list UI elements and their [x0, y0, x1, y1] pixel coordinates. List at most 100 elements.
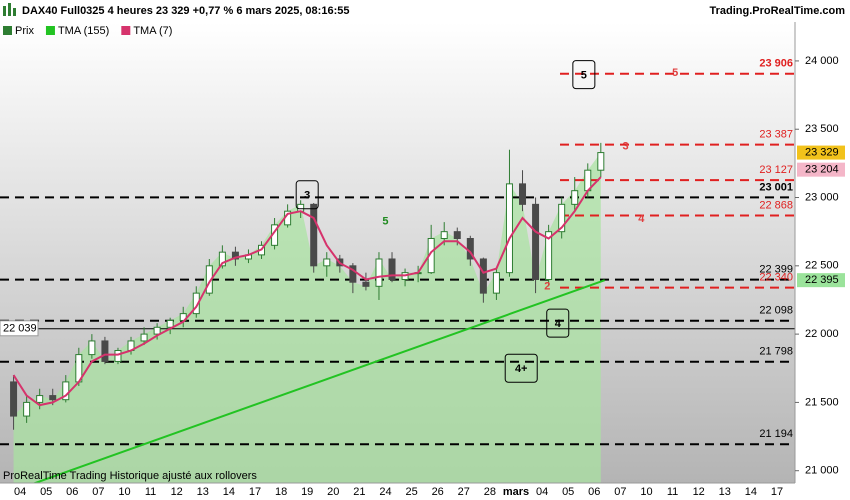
annotation-box	[504, 353, 538, 383]
legend-label: TMA (155)	[58, 25, 109, 37]
level-label: 21 194	[759, 428, 793, 440]
level-label: 23 127	[759, 164, 793, 176]
y-tick-label: 24 000	[805, 55, 839, 67]
annotation: 5	[382, 216, 388, 228]
candle-body	[153, 326, 161, 335]
annotation: 5	[581, 69, 587, 81]
x-tick-label: 06	[588, 486, 600, 498]
y-tick-label: 21 000	[805, 465, 839, 477]
x-tick-label: 14	[223, 486, 235, 498]
candle-body	[532, 203, 540, 280]
x-tick-label: 25	[405, 486, 417, 498]
candle-body	[362, 281, 370, 287]
candle-body	[545, 231, 553, 280]
annotation-box	[546, 308, 570, 338]
candle-body	[597, 152, 605, 171]
price-tag	[797, 162, 845, 177]
annotation: 3	[623, 141, 629, 153]
candle-body	[297, 203, 305, 212]
annotation: 4+	[515, 363, 528, 375]
price-tag-label: 23 204	[805, 164, 839, 176]
annotation: 5	[672, 67, 678, 79]
x-tick-label: 17	[771, 486, 783, 498]
level-label: 22 039	[3, 323, 37, 335]
level-label: 21 798	[759, 346, 793, 358]
level-label: 22 098	[759, 305, 793, 317]
x-tick-label: 28	[484, 486, 496, 498]
candle-body	[558, 203, 566, 233]
x-tick-label: 05	[562, 486, 574, 498]
x-tick-label: 06	[66, 486, 78, 498]
annotation-box	[295, 180, 319, 210]
y-axis-band	[795, 22, 850, 483]
y-tick-label: 22 000	[805, 328, 839, 340]
chart-title: DAX40 Full0325 4 heures 23 329 +0,77 % 6…	[22, 5, 349, 17]
x-tick-label: 12	[171, 486, 183, 498]
x-tick-label: 05	[40, 486, 52, 498]
candle-body	[36, 395, 44, 403]
price-tag	[797, 145, 845, 160]
x-tick-label: 11	[145, 486, 156, 498]
price-tag-label: 22 395	[805, 274, 839, 286]
x-tick-label: 12	[693, 486, 705, 498]
x-tick-label: 17	[249, 486, 261, 498]
candle-body	[49, 395, 57, 401]
x-tick-label: 07	[92, 486, 104, 498]
y-tick-label: 21 500	[805, 396, 839, 408]
x-tick-label: 13	[197, 486, 209, 498]
legend-swatch	[45, 26, 55, 35]
x-tick-label: 04	[536, 486, 548, 498]
level-label: 22 340	[759, 272, 793, 284]
level-label-box	[0, 320, 39, 337]
source: Trading.ProRealTime.com	[709, 5, 845, 17]
x-tick-label: 26	[432, 486, 444, 498]
annotation: 3	[304, 190, 310, 202]
logo	[3, 3, 16, 16]
x-axis-band	[0, 483, 850, 500]
footer: ProRealTime Trading Historique ajusté au…	[3, 470, 257, 482]
candle-body	[453, 231, 461, 239]
candle-body	[571, 190, 579, 205]
candle-body	[10, 381, 18, 417]
level-label: 23 906	[759, 58, 793, 70]
candle-body	[479, 258, 487, 294]
candle-body	[440, 231, 448, 239]
tma-7-line	[12, 176, 602, 407]
legend-swatch	[121, 26, 131, 35]
level-label: 22 868	[759, 199, 793, 211]
candle-body	[218, 251, 226, 267]
candle-body	[101, 340, 109, 362]
x-tick-label: 07	[614, 486, 626, 498]
annotation: 2	[544, 281, 550, 293]
x-tick-label: 24	[379, 486, 391, 498]
y-tick-label: 22 500	[805, 260, 839, 272]
candle-body	[505, 183, 513, 274]
candle-body	[519, 183, 527, 205]
candle-body	[492, 272, 500, 294]
x-tick-label: 20	[327, 486, 339, 498]
legend-label: Prix	[15, 25, 34, 37]
candle-body	[349, 265, 357, 283]
candle-body	[375, 258, 383, 287]
candle-body	[88, 340, 96, 356]
level-label: 23 001	[759, 181, 793, 193]
x-tick-label: 13	[719, 486, 731, 498]
price-tag	[797, 273, 845, 288]
annotation: 4	[555, 318, 562, 330]
annotation: 4	[638, 213, 645, 225]
price-area	[13, 152, 601, 483]
x-tick-label: 11	[667, 486, 678, 498]
candle-body	[166, 319, 174, 328]
candle-body	[323, 258, 331, 267]
candle-body	[23, 401, 31, 417]
candle-body	[310, 203, 318, 267]
x-tick-label: 10	[118, 486, 130, 498]
level-label: 23 387	[759, 129, 793, 141]
x-tick-label: 18	[275, 486, 287, 498]
x-tick-label: 19	[301, 486, 313, 498]
candle-body	[140, 333, 148, 342]
header-bar	[0, 0, 850, 22]
x-tick-label: 04	[14, 486, 26, 498]
annotation-box	[572, 60, 596, 90]
